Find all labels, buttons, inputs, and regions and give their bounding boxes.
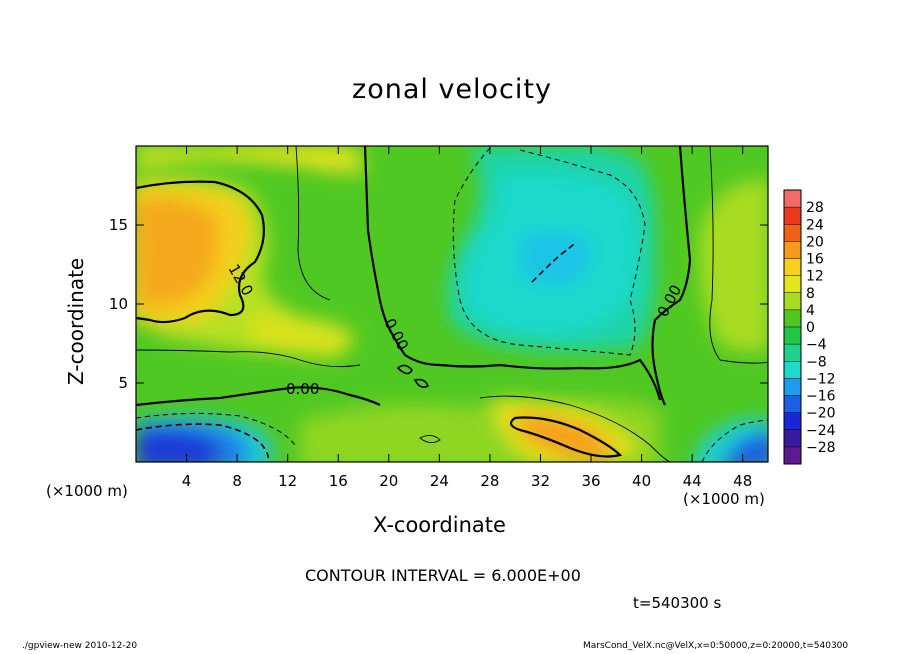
x-tick-label: 36 — [581, 472, 600, 490]
colorbar-label: −28 — [806, 440, 836, 456]
colorbar-swatch — [784, 429, 801, 448]
x-axis-unit: (×1000 m) — [683, 490, 765, 508]
x-tick-label: 32 — [531, 472, 550, 490]
y-axis-ticks: 5 10 15 — [109, 216, 768, 392]
x-tick-label: 24 — [430, 472, 449, 490]
chart-title: zonal velocity — [352, 74, 552, 105]
colorbar-swatch — [784, 344, 801, 362]
colorbar-label: −24 — [806, 423, 836, 439]
x-tick-label: 44 — [683, 472, 702, 490]
colorbar-swatch — [784, 207, 801, 225]
colorbar-label: 24 — [806, 217, 824, 233]
velocity-field — [136, 146, 768, 462]
x-axis-ticks: 4 8 12 16 20 24 28 32 36 40 44 48 — [182, 146, 752, 490]
x-tick-label: 28 — [480, 472, 499, 490]
contour-interval-text: CONTOUR INTERVAL = 6.000E+00 — [305, 566, 581, 585]
colorbar-swatch — [784, 275, 801, 294]
x-tick-label: 20 — [379, 472, 398, 490]
colorbar-swatch — [784, 292, 801, 311]
contour-label-0-left: 0.00 — [286, 380, 319, 398]
contour-lines — [136, 146, 768, 462]
colorbar-label: 12 — [806, 269, 824, 285]
x-axis-label: X-coordinate — [373, 513, 506, 537]
y-tick-label: 5 — [118, 374, 128, 392]
y-tick-label: 15 — [109, 216, 128, 234]
colorbar-label: −8 — [806, 354, 827, 370]
x-tick-label: 4 — [182, 472, 192, 490]
y-tick-label: 10 — [109, 295, 128, 313]
y-axis-unit: (×1000 m) — [46, 482, 128, 500]
colorbar-label: 20 — [806, 234, 824, 250]
x-tick-label: 48 — [733, 472, 752, 490]
x-tick-label: 40 — [632, 472, 651, 490]
colorbar-swatch — [784, 309, 801, 328]
colorbar-swatch — [784, 190, 801, 208]
x-tick-label: 8 — [232, 472, 242, 490]
colorbar-swatch — [784, 327, 801, 345]
colorbar-swatch — [784, 412, 801, 431]
colorbar-label: 28 — [806, 200, 824, 216]
colorbar-label: 4 — [806, 303, 815, 319]
time-label: t=540300 s — [633, 594, 722, 612]
colorbar-label: 8 — [806, 286, 815, 302]
colorbar-swatch — [784, 241, 801, 259]
footer-right-text: MarsCond_VelX.nc@VelX,x=0:50000,z=0:2000… — [583, 641, 849, 651]
x-tick-label: 16 — [329, 472, 348, 490]
colorbar-swatch — [784, 378, 801, 396]
y-axis-label: Z-coordinate — [64, 257, 88, 385]
colorbar-swatch — [784, 446, 801, 465]
colorbar-swatch — [784, 224, 801, 242]
colorbar-label: −16 — [806, 389, 836, 405]
colorbar-label: −12 — [806, 371, 836, 387]
colorbar-label: −20 — [806, 406, 836, 422]
colorbar-label: −4 — [806, 337, 827, 353]
colorbar-swatch — [784, 258, 801, 277]
x-tick-label: 12 — [278, 472, 297, 490]
colorbar-label: 16 — [806, 252, 824, 268]
colorbar-swatch — [784, 361, 801, 379]
footer-left-text: ./gpview-new 2010-12-20 — [22, 641, 138, 651]
colorbar-label: 0 — [806, 320, 815, 336]
colorbar-swatch — [784, 395, 801, 414]
